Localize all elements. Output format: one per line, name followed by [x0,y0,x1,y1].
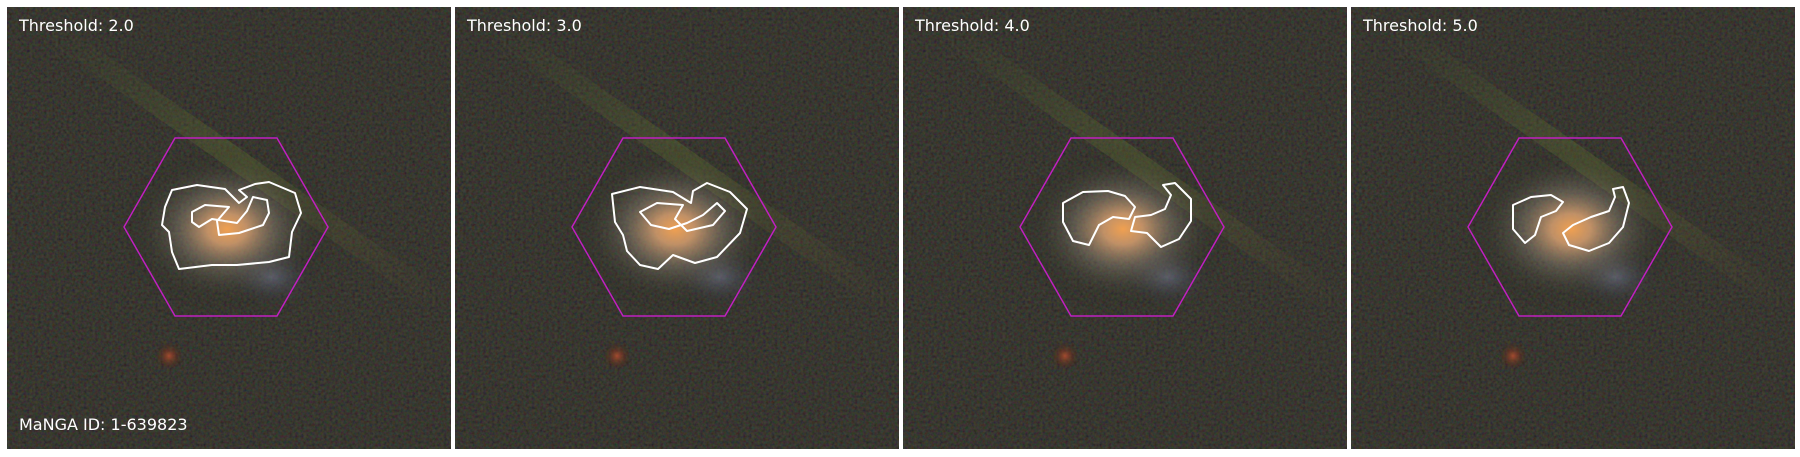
background-star [603,342,631,370]
galaxy-glow [565,144,785,314]
ifu-hexagon [123,137,329,317]
galaxy-glow [1013,144,1233,314]
background-star [1051,342,1079,370]
galaxy-glow [117,144,337,314]
panel-title: Threshold: 3.0 [467,16,582,35]
background-star [155,342,183,370]
galaxy-image [1351,7,1795,449]
background-star [1499,342,1527,370]
panel-threshold-2: Threshold: 2.0 MaNGA ID: 1-639823 [7,7,451,449]
panel-title: Threshold: 5.0 [1363,16,1478,35]
galaxy-image [455,7,899,449]
galaxy-image [7,7,451,449]
ifu-hexagon [1467,137,1673,317]
panel-threshold-4: Threshold: 4.0 [903,7,1347,449]
contour-mask [1062,182,1192,248]
contour-mask [611,182,748,270]
panel-title: Threshold: 4.0 [915,16,1030,35]
galaxy-image [903,7,1347,449]
panel-threshold-3: Threshold: 3.0 [455,7,899,449]
contour-mask [161,181,302,270]
ifu-hexagon [1019,137,1225,317]
galaxy-glow [1461,144,1681,314]
panel-title: Threshold: 2.0 [19,16,134,35]
manga-id-label: MaNGA ID: 1-639823 [19,415,188,434]
ifu-hexagon [571,137,777,317]
contour-mask [1512,186,1630,252]
panel-threshold-5: Threshold: 5.0 [1351,7,1795,449]
